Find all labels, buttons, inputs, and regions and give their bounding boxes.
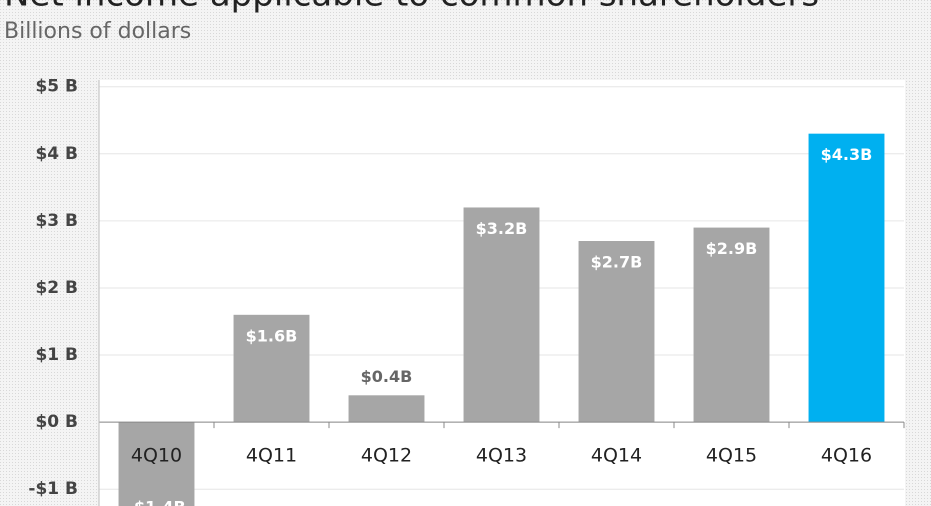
value-label: $3.2B — [476, 219, 528, 238]
bar — [233, 314, 310, 423]
value-label: $0.4B — [361, 367, 413, 386]
bar — [578, 241, 655, 423]
x-tick-label: 4Q15 — [706, 445, 757, 467]
value-label: -$1.4B — [127, 498, 185, 506]
value-label: $4.3B — [821, 145, 873, 164]
x-tick-label: 4Q16 — [821, 445, 872, 467]
bar — [808, 133, 885, 423]
bar — [348, 395, 425, 423]
value-label: $1.6B — [246, 326, 298, 345]
chart-subtitle: Billions of dollars — [4, 19, 191, 44]
y-tick-label: $2 B — [35, 278, 78, 298]
y-tick-label: -$1 B — [28, 479, 78, 499]
value-label: $2.9B — [706, 239, 758, 258]
bar — [463, 207, 540, 423]
y-tick-label: $0 B — [35, 412, 78, 432]
y-tick-label: $5 B — [35, 77, 78, 97]
y-tick-label: $3 B — [35, 211, 78, 231]
y-tick-label: $1 B — [35, 345, 78, 365]
bar — [693, 227, 770, 423]
x-tick-label: 4Q11 — [246, 445, 297, 467]
x-tick-label: 4Q12 — [361, 445, 412, 467]
bar — [118, 422, 195, 506]
x-tick-label: 4Q10 — [131, 445, 182, 467]
chart-title: Net income applicable to common sharehol… — [4, 0, 819, 15]
y-tick-label: $4 B — [35, 144, 78, 164]
x-tick-label: 4Q13 — [476, 445, 527, 467]
value-label: $2.7B — [591, 253, 643, 272]
x-tick-label: 4Q14 — [591, 445, 642, 467]
